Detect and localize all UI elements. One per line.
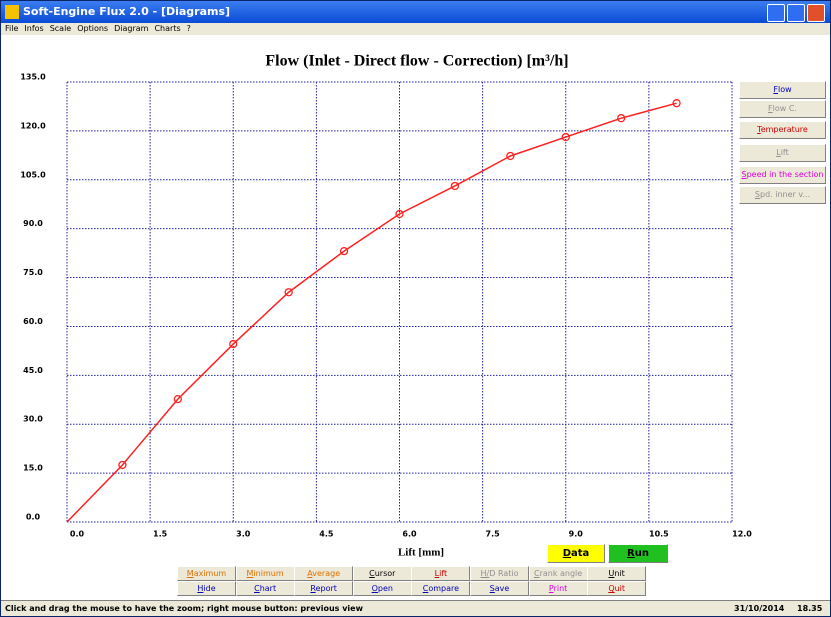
toolbar-button[interactable]: Average (294, 566, 354, 581)
side-button[interactable]: Speed in the section (739, 166, 826, 184)
data-button[interactable]: Data (547, 544, 605, 563)
status-message: Click and drag the mouse to have the zoo… (5, 604, 363, 613)
toolbar-button[interactable]: Open (352, 581, 412, 596)
toolbar-button[interactable]: H/D Ratio (470, 566, 529, 581)
menu-item[interactable]: Charts (154, 24, 181, 33)
menu-item[interactable]: Infos (24, 24, 44, 33)
side-button[interactable]: Temperature (739, 121, 826, 139)
toolbar-button[interactable]: Chart (235, 581, 295, 596)
chart: Flow (Inlet - Direct flow - Correction) … (20, 53, 752, 559)
app-icon (5, 5, 19, 19)
x-tick-label: 9.0 (569, 530, 584, 539)
menu-item[interactable]: Options (77, 24, 109, 33)
toolbar-button[interactable]: Minimum (235, 566, 295, 581)
data-point (173, 394, 182, 404)
menu-item[interactable]: ? (186, 24, 191, 33)
toolbar-button[interactable]: Save (470, 581, 529, 596)
x-tick-label: 7.5 (486, 530, 501, 539)
y-tick-label: 0.0 (26, 513, 41, 522)
toolbar-button[interactable]: Cursor (352, 566, 412, 581)
side-button[interactable]: Lift (739, 144, 826, 162)
toolbar-button[interactable]: Unit (587, 566, 647, 581)
menu-item[interactable]: Diagram (114, 24, 149, 33)
y-tick-label: 45.0 (23, 366, 43, 375)
close-button[interactable] (807, 4, 825, 22)
data-point (284, 288, 293, 297)
y-tick-label: 120.0 (20, 121, 46, 130)
minimize-button[interactable] (767, 4, 785, 22)
toolbar-button[interactable]: Hide (177, 581, 236, 596)
data-point (672, 99, 681, 108)
x-tick-label: 1.5 (153, 530, 168, 539)
side-button[interactable]: Spd. inner v... (739, 186, 826, 204)
y-tick-label: 105.0 (20, 170, 46, 179)
x-tick-label: 12.0 (732, 530, 752, 539)
chart-title: Flow (Inlet - Direct flow - Correction) … (265, 53, 568, 70)
data-point (506, 151, 515, 161)
data-point (617, 114, 626, 123)
menu-item[interactable]: Scale (49, 24, 72, 33)
data-point (339, 247, 349, 256)
toolbar-button[interactable]: Compare (411, 581, 471, 596)
x-tick-label: 3.0 (236, 530, 251, 539)
menu-bar: File Infos Scale Options Diagram Charts? (1, 23, 830, 35)
toolbar-button[interactable]: Maximum (177, 566, 236, 581)
x-tick-label: 6.0 (402, 530, 417, 539)
toolbar-button[interactable]: Lift (411, 566, 471, 581)
data-point (395, 209, 404, 219)
data-point (229, 339, 238, 349)
side-button[interactable]: Flow (739, 81, 826, 99)
data-point (561, 132, 570, 142)
maximize-button[interactable] (787, 4, 805, 22)
toolbar-button[interactable]: Print (528, 581, 588, 596)
window-title: Soft-Engine Flux 2.0 - [Diagrams] (23, 5, 231, 18)
y-tick-label: 135.0 (20, 73, 46, 82)
y-tick-label: 15.0 (23, 464, 43, 473)
y-tick-label: 90.0 (23, 219, 43, 228)
status-time: 18.35 (797, 604, 823, 613)
data-point (118, 460, 127, 470)
x-tick-label: 0.0 (70, 530, 85, 539)
toolbar-button[interactable]: Crank angle (528, 566, 588, 581)
x-tick-label: 10.5 (649, 530, 669, 539)
menu-item[interactable]: File (5, 24, 19, 33)
data-point (450, 181, 460, 191)
y-tick-label: 75.0 (23, 268, 43, 277)
y-tick-label: 30.0 (23, 415, 43, 424)
status-date: 31/10/2014 (734, 604, 785, 613)
title-bar: Soft-Engine Flux 2.0 - [Diagrams] (1, 1, 830, 23)
toolbar-button[interactable]: Quit (587, 581, 647, 596)
toolbar-button[interactable]: Report (294, 581, 354, 596)
run-button[interactable]: Run (608, 544, 668, 563)
side-button[interactable]: Flow C. (739, 100, 826, 118)
x-tick-label: 4.5 (319, 530, 334, 539)
y-tick-label: 60.0 (23, 317, 43, 326)
x-axis-label: Lift [mm] (398, 547, 444, 559)
data-line (66, 102, 677, 523)
status-bar: Click and drag the mouse to have the zoo… (1, 600, 830, 616)
